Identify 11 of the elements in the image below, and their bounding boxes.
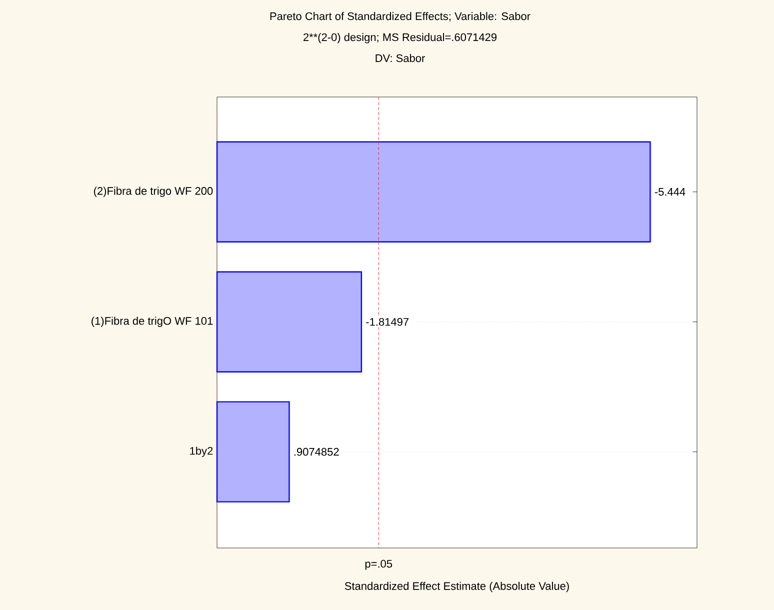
chart-subtitle: 2**(2-0) design; MS Residual=.6071429 — [303, 33, 497, 44]
annotation: .9074852 — [294, 448, 339, 456]
text: DV: Sabor — [376, 54, 425, 62]
x-axis-title: Standardized Effect Estimate (Absolute Value) — [344, 582, 569, 592]
y-tick-label: 1by2 — [190, 446, 213, 457]
y-tick-label: (1)Fibra de trigO WF 101 — [92, 316, 213, 327]
annotation: -1.81497 — [366, 318, 409, 326]
y-tick-label: (2)Fibra de trigo WF 200 — [94, 186, 213, 197]
ref-line-label: p=.05 — [365, 560, 392, 570]
annotation: -5.444 — [654, 188, 686, 196]
chart-title: Pareto Chart of Standardized Effects; Variable: Sabor — [270, 12, 530, 22]
